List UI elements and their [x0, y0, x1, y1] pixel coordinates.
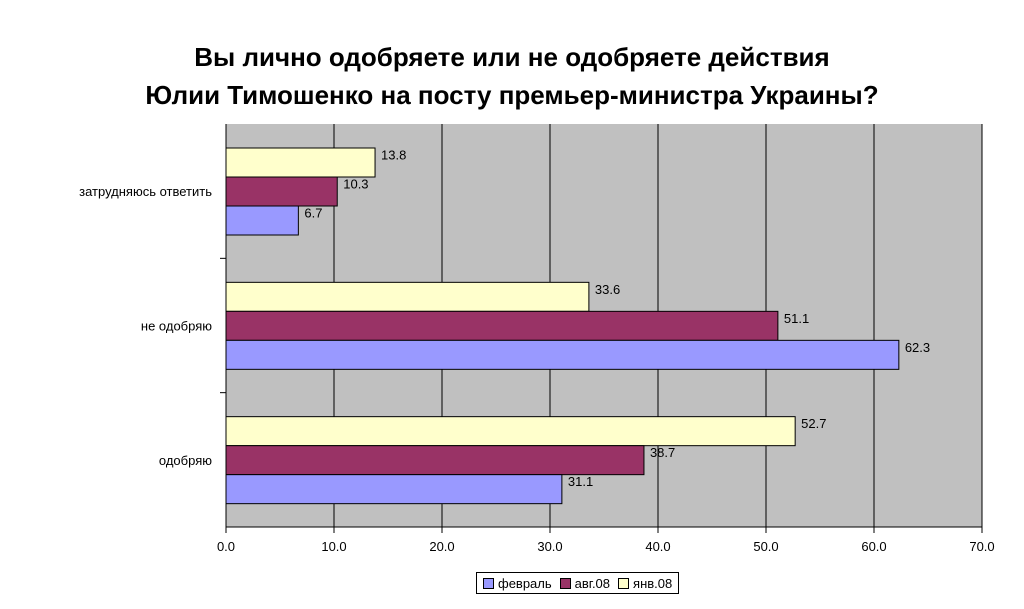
legend-label: авг.08	[574, 575, 611, 591]
data-label: 6.7	[304, 206, 322, 221]
legend-item: авг.08	[559, 575, 611, 591]
data-label: 13.8	[381, 148, 406, 163]
bar	[225, 281, 590, 312]
data-label: 62.3	[905, 340, 930, 355]
x-tick-label: 60.0	[861, 539, 886, 554]
chart-title: Вы лично одобряете или не одобряете дейс…	[0, 38, 1024, 114]
data-label: 52.7	[801, 416, 826, 431]
legend-swatch	[618, 577, 630, 589]
bar	[225, 416, 796, 447]
category-label: затрудняюсь ответить	[79, 184, 212, 199]
legend-label: февраль	[498, 575, 552, 591]
x-tick-label: 20.0	[429, 539, 454, 554]
legend-item: янв.08	[618, 576, 672, 591]
data-label: 51.1	[784, 311, 809, 326]
data-label: 10.3	[343, 177, 368, 192]
bar	[225, 310, 779, 341]
bar	[225, 205, 299, 236]
data-label: 33.6	[595, 282, 620, 297]
chart-title-line-1: Вы лично одобряете или не одобряете дейс…	[194, 42, 830, 72]
legend-item: февраль	[483, 576, 552, 591]
x-tick-label: 30.0	[537, 539, 562, 554]
bar	[225, 339, 900, 370]
category-label: не одобряю	[141, 319, 212, 334]
x-tick-label: 0.0	[217, 539, 235, 554]
category-label: одобряю	[159, 453, 212, 468]
bar	[225, 445, 645, 476]
data-label: 31.1	[568, 474, 593, 489]
x-tick-label: 10.0	[321, 539, 346, 554]
legend-label: янв.08	[633, 575, 673, 591]
chart-legend: февраль авг.08 янв.08	[476, 572, 680, 594]
x-tick-label: 70.0	[969, 539, 994, 554]
x-tick-label: 50.0	[753, 539, 778, 554]
bar	[225, 147, 376, 178]
bar	[225, 176, 338, 207]
chart-title-line-2: Юлии Тимошенко на посту премьер-министра…	[145, 80, 879, 110]
legend-swatch	[559, 577, 571, 589]
bar	[225, 474, 563, 505]
legend-swatch	[483, 577, 494, 589]
x-tick-label: 40.0	[645, 539, 670, 554]
data-label: 38.7	[650, 445, 675, 460]
